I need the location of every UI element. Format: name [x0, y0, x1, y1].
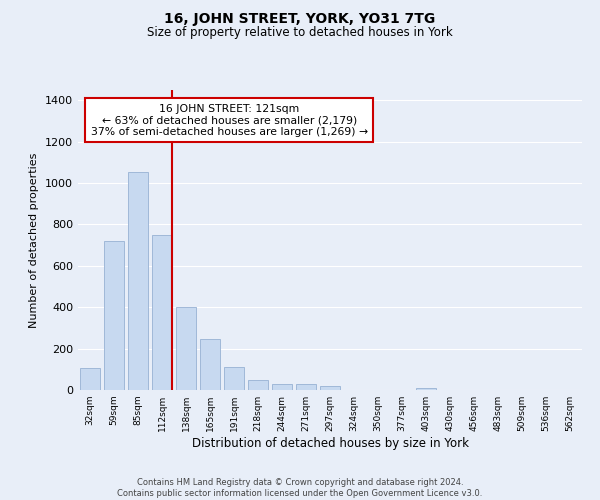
Bar	[248, 380, 268, 390]
Text: Size of property relative to detached houses in York: Size of property relative to detached ho…	[147, 26, 453, 39]
Bar	[200, 340, 220, 390]
X-axis label: Distribution of detached houses by size in York: Distribution of detached houses by size …	[191, 437, 469, 450]
Y-axis label: Number of detached properties: Number of detached properties	[29, 152, 40, 328]
Bar	[272, 384, 292, 390]
Bar	[320, 386, 340, 390]
Bar	[104, 241, 124, 390]
Text: Contains HM Land Registry data © Crown copyright and database right 2024.
Contai: Contains HM Land Registry data © Crown c…	[118, 478, 482, 498]
Text: 16, JOHN STREET, YORK, YO31 7TG: 16, JOHN STREET, YORK, YO31 7TG	[164, 12, 436, 26]
Bar	[296, 384, 316, 390]
Bar	[416, 388, 436, 390]
Bar	[224, 367, 244, 390]
Bar	[128, 172, 148, 390]
Text: 16 JOHN STREET: 121sqm
← 63% of detached houses are smaller (2,179)
37% of semi-: 16 JOHN STREET: 121sqm ← 63% of detached…	[91, 104, 368, 136]
Bar	[176, 307, 196, 390]
Bar	[80, 368, 100, 390]
Bar	[152, 235, 172, 390]
